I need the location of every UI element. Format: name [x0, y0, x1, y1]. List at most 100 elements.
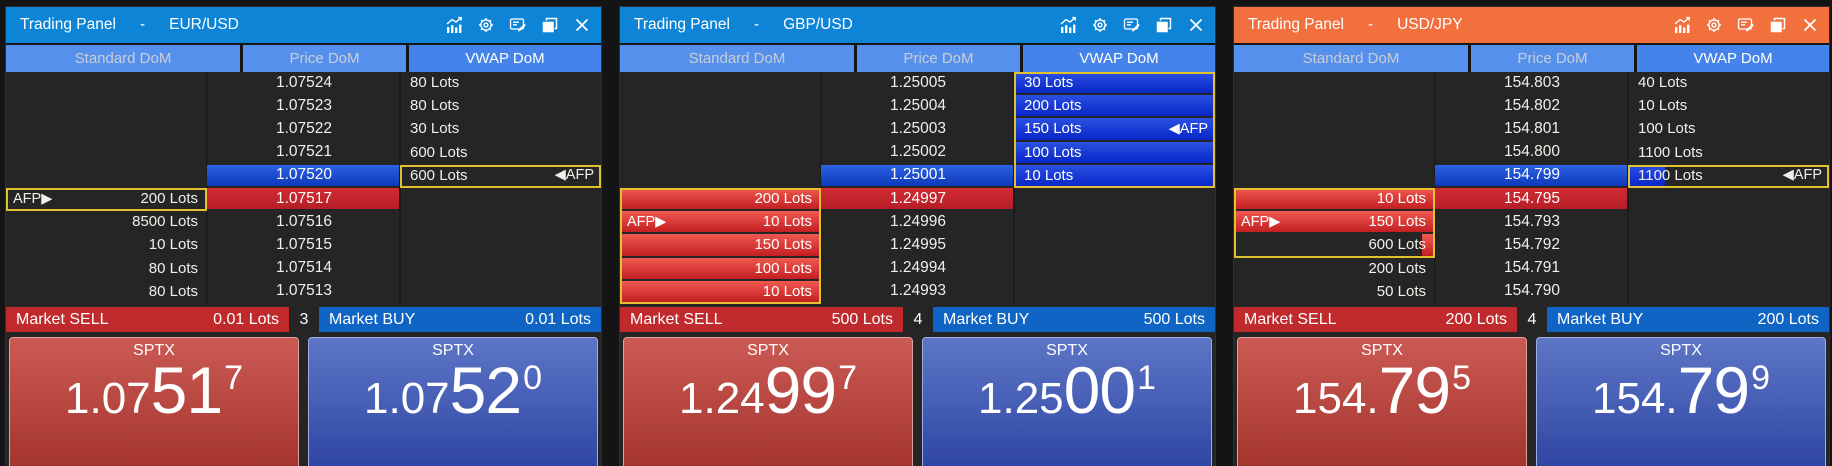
- bid-volume-cell[interactable]: 10 Lots: [620, 280, 821, 302]
- price-cell[interactable]: 1.07515: [207, 234, 401, 255]
- ask-volume-cell[interactable]: 600 Lots: [401, 142, 601, 163]
- stats-icon[interactable]: [444, 16, 463, 35]
- bid-volume-cell[interactable]: [6, 95, 207, 116]
- market-sell-button[interactable]: Market SELL 200 Lots: [1234, 307, 1517, 332]
- restore-icon[interactable]: [540, 16, 559, 35]
- ask-volume-cell[interactable]: [1629, 234, 1829, 255]
- price-cell[interactable]: 154.803: [1435, 72, 1629, 93]
- tab-standard-dom[interactable]: Standard DoM: [6, 45, 240, 72]
- bid-volume-cell[interactable]: 80 Lots: [6, 258, 207, 279]
- bid-volume-cell[interactable]: [1234, 72, 1435, 93]
- tab-vwap-dom[interactable]: VWAP DoM: [1023, 45, 1215, 72]
- price-cell[interactable]: 154.792: [1435, 234, 1629, 255]
- market-sell-button[interactable]: Market SELL 500 Lots: [620, 307, 903, 332]
- price-cell[interactable]: 1.07516: [207, 211, 401, 232]
- settings-icon[interactable]: [1090, 16, 1109, 35]
- price-cell[interactable]: 1.24996: [821, 211, 1015, 232]
- bid-volume-cell[interactable]: 200 Lots AFP▶: [6, 188, 207, 209]
- tab-price-dom[interactable]: Price DoM: [857, 45, 1020, 72]
- settings-icon[interactable]: [1704, 16, 1723, 35]
- bid-volume-cell[interactable]: [620, 118, 821, 139]
- stats-icon[interactable]: [1058, 16, 1077, 35]
- price-cell[interactable]: 154.791: [1435, 258, 1629, 279]
- price-cell[interactable]: 1.25003: [821, 118, 1015, 139]
- ask-volume-cell[interactable]: 1100 Lots: [1629, 142, 1829, 163]
- notes-icon[interactable]: [508, 16, 527, 35]
- sell-quote-button[interactable]: SPTX 1.24 99 7: [623, 337, 913, 466]
- buy-quote-button[interactable]: SPTX 1.25 00 1: [922, 337, 1212, 466]
- market-buy-button[interactable]: Market BUY 200 Lots: [1547, 307, 1829, 332]
- price-cell[interactable]: 1.25005: [821, 72, 1015, 93]
- price-cell[interactable]: 1.07513: [207, 281, 401, 302]
- titlebar[interactable]: Trading Panel - USD/JPY: [1234, 7, 1829, 43]
- ask-volume-cell[interactable]: 30 Lots: [1015, 72, 1215, 94]
- buy-quote-button[interactable]: SPTX 1.07 52 0: [308, 337, 598, 466]
- tab-vwap-dom[interactable]: VWAP DoM: [409, 45, 601, 72]
- bid-volume-cell[interactable]: 150 Lots AFP▶: [1234, 211, 1435, 233]
- notes-icon[interactable]: [1122, 16, 1141, 35]
- price-cell[interactable]: 154.800: [1435, 142, 1629, 163]
- bid-volume-cell[interactable]: [1234, 95, 1435, 116]
- ask-volume-cell[interactable]: [1629, 281, 1829, 302]
- ask-volume-cell[interactable]: 200 Lots: [1015, 95, 1215, 117]
- bid-volume-cell[interactable]: 200 Lots: [620, 187, 821, 210]
- price-cell[interactable]: 154.790: [1435, 281, 1629, 302]
- tab-price-dom[interactable]: Price DoM: [243, 45, 406, 72]
- bid-volume-cell[interactable]: 50 Lots: [1234, 281, 1435, 302]
- restore-icon[interactable]: [1768, 16, 1787, 35]
- restore-icon[interactable]: [1154, 16, 1173, 35]
- price-cell[interactable]: 1.24995: [821, 234, 1015, 255]
- bid-volume-cell[interactable]: 600 Lots: [1234, 234, 1435, 256]
- price-cell[interactable]: 1.24994: [821, 258, 1015, 279]
- price-cell[interactable]: 154.802: [1435, 95, 1629, 116]
- market-buy-button[interactable]: Market BUY 0.01 Lots: [319, 307, 601, 332]
- ask-volume-cell[interactable]: [401, 188, 601, 209]
- price-cell[interactable]: 1.07524: [207, 72, 401, 93]
- ask-volume-cell[interactable]: [401, 258, 601, 279]
- price-cell[interactable]: 1.25004: [821, 95, 1015, 116]
- price-cell[interactable]: 1.25001: [821, 164, 1015, 186]
- ask-volume-cell[interactable]: 100 Lots: [1629, 118, 1829, 139]
- price-cell[interactable]: 1.24997: [821, 187, 1015, 210]
- ask-volume-cell[interactable]: [1629, 258, 1829, 279]
- market-sell-button[interactable]: Market SELL 0.01 Lots: [6, 307, 289, 332]
- ask-volume-cell[interactable]: 150 Lots ◀AFP: [1015, 118, 1215, 140]
- ask-volume-cell[interactable]: 40 Lots: [1629, 72, 1829, 93]
- bid-volume-cell[interactable]: [1234, 165, 1435, 186]
- price-cell[interactable]: 1.07517: [207, 187, 401, 210]
- tab-standard-dom[interactable]: Standard DoM: [620, 45, 854, 72]
- sell-quote-button[interactable]: SPTX 1.07 51 7: [9, 337, 299, 466]
- bid-volume-cell[interactable]: 150 Lots: [620, 234, 821, 256]
- sell-quote-button[interactable]: SPTX 154. 79 5: [1237, 337, 1527, 466]
- ask-volume-cell[interactable]: 80 Lots: [401, 72, 601, 93]
- tab-price-dom[interactable]: Price DoM: [1471, 45, 1634, 72]
- bid-volume-cell[interactable]: 200 Lots: [1234, 258, 1435, 279]
- bid-volume-cell[interactable]: [620, 95, 821, 116]
- price-cell[interactable]: 1.24993: [821, 281, 1015, 302]
- bid-volume-cell[interactable]: [620, 142, 821, 163]
- bid-volume-cell[interactable]: 100 Lots: [620, 257, 821, 279]
- ask-volume-cell[interactable]: [401, 234, 601, 255]
- ask-volume-cell[interactable]: 100 Lots: [1015, 141, 1215, 163]
- ask-volume-cell[interactable]: [1629, 188, 1829, 209]
- tab-vwap-dom[interactable]: VWAP DoM: [1637, 45, 1829, 72]
- titlebar[interactable]: Trading Panel - EUR/USD: [6, 7, 601, 43]
- bid-volume-cell[interactable]: [620, 72, 821, 93]
- bid-volume-cell[interactable]: 80 Lots: [6, 281, 207, 302]
- buy-quote-button[interactable]: SPTX 154. 79 9: [1536, 337, 1826, 466]
- ask-volume-cell[interactable]: [1015, 234, 1215, 255]
- bid-volume-cell[interactable]: [6, 118, 207, 139]
- bid-volume-cell[interactable]: [1234, 142, 1435, 163]
- ask-volume-cell[interactable]: [1629, 211, 1829, 232]
- ask-volume-cell[interactable]: 600 Lots ◀AFP: [401, 165, 601, 186]
- ask-volume-cell[interactable]: [1015, 211, 1215, 232]
- price-cell[interactable]: 1.07523: [207, 95, 401, 116]
- ask-volume-cell[interactable]: 10 Lots: [1629, 95, 1829, 116]
- bid-volume-cell[interactable]: [6, 142, 207, 163]
- ask-volume-cell[interactable]: 30 Lots: [401, 118, 601, 139]
- price-cell[interactable]: 1.07514: [207, 258, 401, 279]
- ask-volume-cell[interactable]: 80 Lots: [401, 95, 601, 116]
- close-icon[interactable]: [1186, 16, 1205, 35]
- price-cell[interactable]: 154.795: [1435, 187, 1629, 210]
- titlebar[interactable]: Trading Panel - GBP/USD: [620, 7, 1215, 43]
